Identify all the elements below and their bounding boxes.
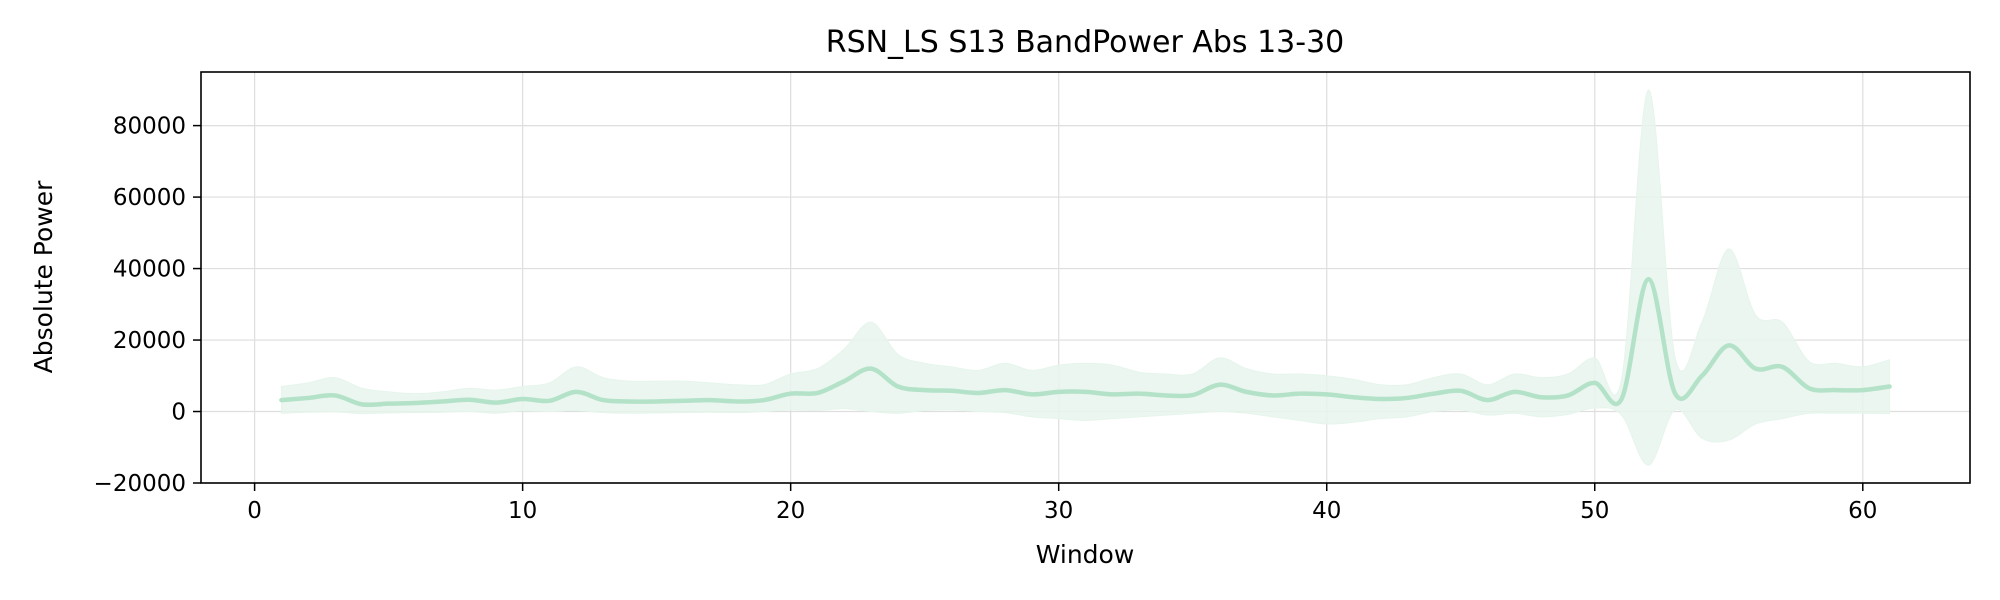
mean-data-point xyxy=(307,397,309,399)
mean-data-point xyxy=(763,399,765,401)
x-tick-label: 30 xyxy=(1044,498,1073,524)
x-tick-label: 0 xyxy=(247,498,262,524)
mean-data-point xyxy=(575,391,577,393)
mean-data-point xyxy=(682,400,685,402)
y-tick-label: 0 xyxy=(171,400,186,426)
mean-data-point xyxy=(1674,393,1676,395)
y-tick-label: 80000 xyxy=(113,114,186,140)
y-axis-label: Absolute Power xyxy=(29,180,58,374)
y-tick-label: 20000 xyxy=(113,328,186,354)
mean-data-point xyxy=(1620,398,1623,400)
x-axis-label: Window xyxy=(1036,540,1135,569)
mean-data-point xyxy=(522,398,524,400)
mean-data-point xyxy=(1594,382,1596,384)
mean-data-point xyxy=(388,403,390,405)
mean-data-point xyxy=(1781,366,1783,368)
mean-data-point xyxy=(1165,394,1167,397)
x-tick-label: 20 xyxy=(776,498,805,524)
mean-data-point xyxy=(790,393,792,395)
mean-data-point xyxy=(736,400,738,403)
mean-data-point xyxy=(1835,389,1837,391)
mean-data-point xyxy=(1299,393,1301,395)
mean-data-point xyxy=(1808,387,1810,389)
mean-data-point xyxy=(1567,394,1569,397)
mean-data-point xyxy=(1406,397,1408,399)
mean-data-point xyxy=(1486,399,1489,401)
mean-data-point xyxy=(924,389,926,391)
mean-data-point xyxy=(950,390,953,392)
mean-data-point xyxy=(1031,393,1033,395)
chart-title: RSN_LS S13 BandPower Abs 13-30 xyxy=(826,25,1345,60)
y-tick-label: 40000 xyxy=(113,257,186,283)
mean-data-point xyxy=(629,400,631,403)
mean-data-point xyxy=(897,385,899,388)
mean-data-point xyxy=(1460,390,1462,392)
mean-data-point xyxy=(602,399,604,401)
y-tick-label: 60000 xyxy=(113,185,186,211)
mean-data-point xyxy=(1111,393,1113,395)
mean-data-point xyxy=(548,400,551,402)
y-axis-ticks: −20000 0 20000 40000 60000 80000 xyxy=(94,114,201,497)
mean-data-point xyxy=(441,400,443,403)
mean-data-point xyxy=(1326,393,1328,395)
mean-data-point xyxy=(1192,394,1194,396)
mean-data-point xyxy=(1701,375,1703,377)
mean-data-point xyxy=(468,399,470,401)
mean-data-point xyxy=(361,403,363,405)
mean-data-point xyxy=(816,392,819,394)
x-tick-label: 50 xyxy=(1580,498,1609,524)
mean-data-point xyxy=(1433,393,1435,395)
x-tick-label: 10 xyxy=(508,498,537,524)
data-points xyxy=(280,278,1891,405)
mean-data-point xyxy=(870,368,872,370)
mean-data-point xyxy=(709,399,711,401)
mean-data-point xyxy=(1379,398,1381,400)
mean-data-point xyxy=(1862,389,1864,391)
mean-data-point xyxy=(1540,396,1542,398)
mean-data-point xyxy=(495,401,497,404)
mean-data-point xyxy=(1647,278,1649,280)
mean-data-point xyxy=(1218,384,1221,386)
x-tick-label: 40 xyxy=(1312,498,1341,524)
mean-data-point xyxy=(843,380,845,382)
mean-data-point xyxy=(1888,385,1891,388)
mean-data-point xyxy=(334,394,336,397)
y-tick-label: −20000 xyxy=(94,471,186,497)
mean-data-point xyxy=(1058,391,1060,393)
mean-data-point xyxy=(1004,389,1006,391)
plot-frame xyxy=(200,71,1971,484)
mean-data-point xyxy=(1245,391,1247,393)
mean-data-point xyxy=(1138,393,1140,395)
mean-data-point xyxy=(656,400,658,403)
mean-data-point xyxy=(1352,396,1355,398)
mean-data-point xyxy=(1513,391,1515,393)
mean-data-point xyxy=(414,402,417,404)
mean-data-point xyxy=(1272,394,1274,397)
mean-data-point xyxy=(280,399,283,401)
mean-data-point xyxy=(1754,368,1757,370)
x-tick-label: 60 xyxy=(1848,498,1877,524)
x-axis-ticks: 0 10 20 30 40 50 60 xyxy=(247,483,1877,524)
mean-data-point xyxy=(1728,344,1730,346)
mean-data-point xyxy=(977,392,979,394)
mean-data-point xyxy=(1084,391,1087,393)
band-power-mean-line xyxy=(279,277,1892,408)
